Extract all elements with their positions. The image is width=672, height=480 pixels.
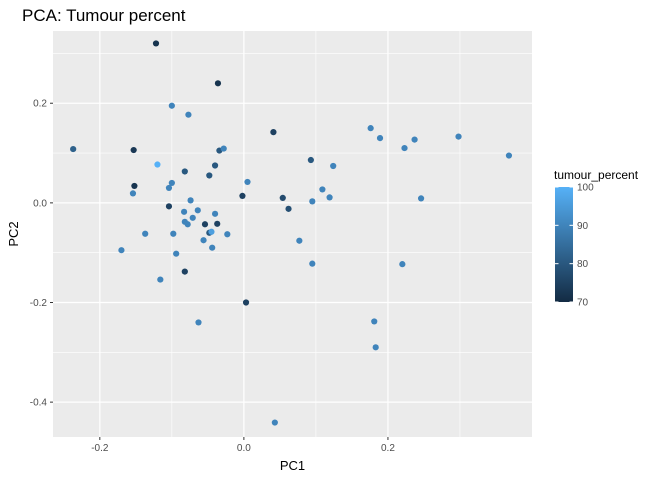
data-point [224, 231, 231, 238]
data-point [165, 184, 173, 192]
data-point [195, 319, 202, 326]
legend-colorbar [555, 187, 573, 302]
y-tick-label: 0.2 [33, 99, 47, 110]
data-point [118, 247, 125, 254]
legend-label: 90 [577, 221, 589, 232]
data-point [367, 125, 374, 132]
data-point [271, 419, 278, 426]
data-points [70, 40, 513, 426]
data-point [279, 194, 286, 201]
x-tick-label: 0.2 [381, 443, 395, 454]
data-point [220, 145, 227, 152]
major-gridlines [53, 31, 532, 437]
data-point [307, 156, 314, 164]
data-point [187, 197, 194, 204]
data-point [330, 162, 337, 170]
legend-ticks: 70 80 90 100 [555, 183, 594, 309]
data-point [208, 228, 215, 235]
data-point [189, 214, 196, 221]
data-point [200, 237, 207, 244]
color-legend: tumour_percent 70 80 90 100 [554, 168, 639, 309]
data-point [157, 276, 164, 283]
data-point [372, 344, 379, 351]
y-tick-label: -0.4 [30, 398, 48, 409]
data-point [168, 179, 175, 187]
data-point [154, 161, 161, 168]
data-point [206, 172, 213, 179]
y-axis-title: PC2 [6, 221, 21, 246]
data-point [131, 182, 138, 190]
data-point [214, 220, 221, 227]
data-point [168, 102, 175, 109]
data-point [285, 205, 292, 212]
data-point [376, 135, 384, 142]
data-point [70, 145, 77, 153]
data-point [417, 195, 425, 202]
y-tick-label: -0.2 [30, 298, 48, 309]
data-point [270, 129, 277, 136]
data-point [180, 208, 188, 215]
data-point [130, 146, 137, 154]
y-axis: -0.4 -0.2 0.0 0.2 [30, 99, 53, 409]
data-point [201, 221, 209, 228]
data-point [411, 136, 418, 143]
data-point [165, 203, 173, 210]
x-tick-label: -0.2 [91, 443, 109, 454]
data-point [129, 190, 137, 197]
data-point [185, 111, 192, 118]
data-point [181, 268, 188, 275]
data-point [242, 299, 250, 306]
data-point [399, 261, 406, 268]
data-point [209, 244, 216, 251]
chart-title: PCA: Tumour percent [22, 6, 186, 25]
data-point [194, 207, 201, 214]
data-point [239, 192, 246, 199]
data-point [309, 260, 316, 267]
legend-title: tumour_percent [554, 168, 639, 182]
x-axis: -0.2 0.0 0.2 [91, 437, 395, 454]
data-point [326, 194, 333, 201]
data-point [214, 80, 222, 87]
data-point [173, 250, 180, 257]
data-point [505, 152, 513, 159]
x-tick-label: 0.0 [237, 443, 251, 454]
legend-label: 70 [577, 298, 589, 309]
minor-gridlines [53, 31, 532, 437]
data-point [211, 210, 219, 217]
plot-panel [53, 31, 532, 437]
legend-label: 100 [577, 183, 594, 194]
data-point [152, 40, 160, 47]
data-point [319, 186, 326, 193]
data-point [170, 230, 177, 237]
x-axis-title: PC1 [280, 458, 305, 473]
data-point [371, 318, 378, 325]
data-point [142, 230, 149, 237]
data-point [296, 237, 303, 244]
data-point [401, 144, 408, 152]
data-point [309, 198, 316, 205]
data-point [455, 133, 462, 140]
data-point [181, 168, 188, 175]
y-tick-label: 0.0 [33, 198, 47, 209]
data-point [244, 178, 251, 186]
legend-label: 80 [577, 259, 589, 270]
data-point [184, 221, 191, 228]
data-point [211, 162, 219, 169]
